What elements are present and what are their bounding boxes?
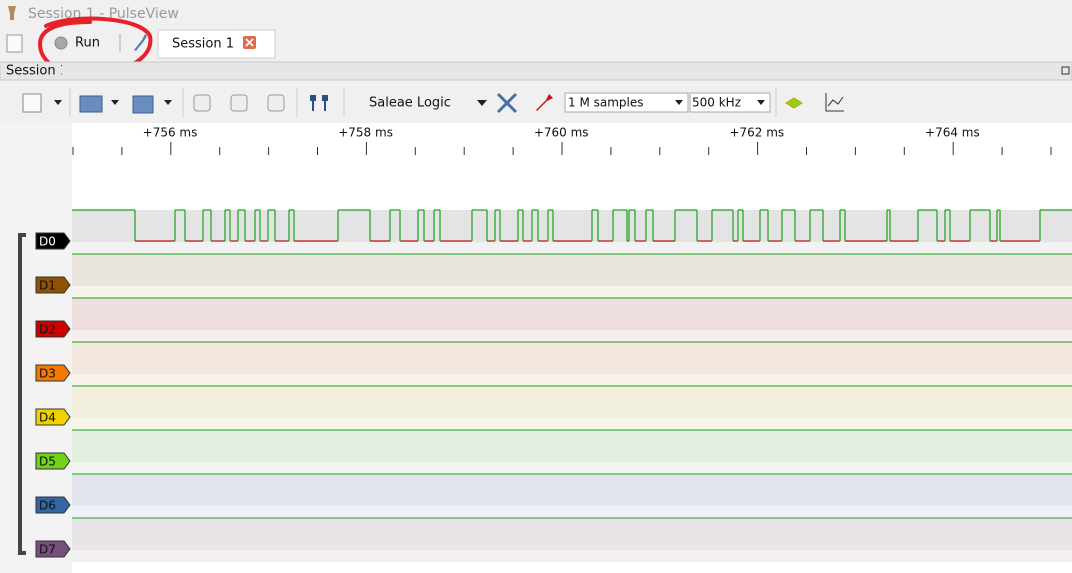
window-title: Session 1 - PulseView: [28, 6, 179, 22]
row-band: [72, 518, 1072, 550]
channel-group-bracket: [18, 233, 26, 555]
dock-title: Session 1: [6, 64, 68, 79]
channel-tag[interactable]: [35, 408, 71, 426]
channel-rows: D0 D1 D2 D3 D4 D5 D6 D7: [35, 209, 1072, 562]
ruler-ticks: +756 ms +758 ms +760 ms +762 ms +764 ms: [72, 126, 1052, 155]
channel-name: D0: [39, 235, 56, 249]
channel-tag[interactable]: [35, 496, 71, 514]
row-band: [72, 342, 1072, 374]
channel-tag[interactable]: [35, 452, 71, 470]
row-band: [72, 298, 1072, 330]
channel-name: D2: [39, 323, 56, 337]
samples-combo[interactable]: [564, 92, 689, 113]
session-tab[interactable]: Session 1: [157, 29, 276, 59]
row-band: [72, 254, 1072, 286]
channel-tag[interactable]: [35, 364, 71, 382]
ruler-label: +756 ms: [143, 126, 198, 140]
ruler: [72, 123, 1072, 155]
channel-tag[interactable]: [35, 276, 71, 294]
channel-name: D3: [39, 367, 56, 381]
math-button[interactable]: [825, 93, 844, 112]
channel-name: D7: [39, 543, 56, 557]
channel-name: D5: [39, 455, 56, 469]
probe-button[interactable]: [536, 94, 553, 111]
device-config-button[interactable]: [496, 92, 518, 114]
title-bar: [0, 0, 1072, 29]
channel-tag[interactable]: [35, 540, 71, 558]
zoom-in-button[interactable]: [193, 94, 211, 112]
zoom-out-button[interactable]: [230, 94, 248, 112]
run-button[interactable]: Run: [54, 36, 100, 51]
row-band: [72, 386, 1072, 418]
row-band: [72, 210, 1072, 242]
run-label[interactable]: Run: [75, 36, 100, 51]
cursor-button[interactable]: [310, 95, 328, 111]
row-band-light: [72, 286, 1072, 298]
ruler-label: +760 ms: [534, 126, 589, 140]
device-selector[interactable]: Saleae Logic: [369, 96, 451, 111]
toolbar: [0, 81, 1072, 123]
toolbar-icons: [22, 88, 844, 117]
channel-name: D4: [39, 411, 56, 425]
row-band-light: [72, 506, 1072, 518]
close-glyph: [245, 38, 254, 47]
settings-button[interactable]: [134, 34, 147, 51]
samples-value[interactable]: 1 M samples: [568, 96, 644, 110]
rate-value[interactable]: 500 kHz: [692, 96, 741, 110]
channel-name: D6: [39, 499, 56, 513]
ruler-label: +758 ms: [338, 126, 393, 140]
open-button[interactable]: [79, 95, 103, 113]
row-band-light: [72, 462, 1072, 474]
row-band: [72, 430, 1072, 462]
decoder-button[interactable]: [785, 97, 803, 109]
channel-tag[interactable]: [35, 320, 71, 338]
row-band-light: [72, 330, 1072, 342]
save-button[interactable]: [132, 95, 154, 114]
zoom-fit-button[interactable]: [267, 94, 285, 112]
rate-combo[interactable]: [689, 92, 771, 113]
dock-float-button[interactable]: [1061, 66, 1070, 75]
row-band-light: [72, 374, 1072, 386]
tab-label[interactable]: Session 1: [172, 37, 234, 52]
row-band-light: [72, 418, 1072, 430]
channel-name: D1: [39, 279, 56, 293]
new-view-button[interactable]: [22, 93, 42, 113]
dock-title-bar: [0, 61, 1072, 81]
channel-tag[interactable]: [35, 232, 71, 250]
row-band-light: [72, 550, 1072, 562]
ruler-label: +762 ms: [729, 126, 784, 140]
row-band: [72, 474, 1072, 506]
new-session-button[interactable]: [6, 34, 23, 53]
ruler-label: +764 ms: [925, 126, 980, 140]
row-band-light: [72, 242, 1072, 254]
run-indicator: [54, 36, 68, 50]
app-icon: [8, 6, 16, 20]
